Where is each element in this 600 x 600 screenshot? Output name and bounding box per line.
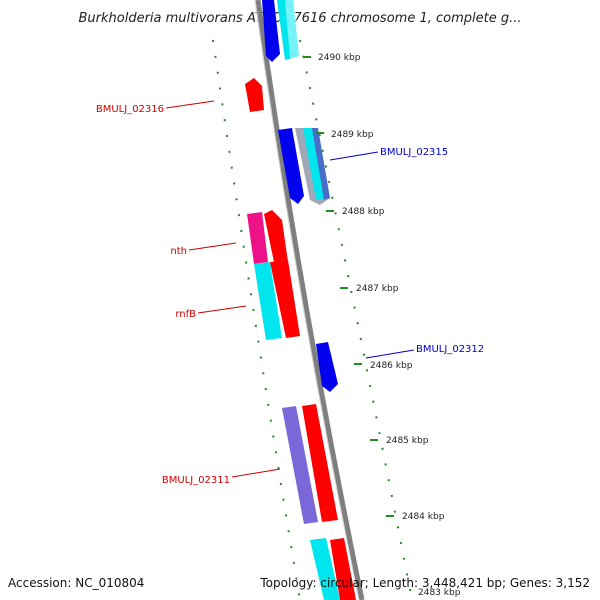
gene-feature[interactable]: [245, 78, 264, 112]
gene-feature[interactable]: [270, 260, 300, 338]
gene-feature[interactable]: [278, 128, 304, 204]
gene-feature[interactable]: [254, 262, 282, 340]
gene-labels: BMULJ_02316 BMULJ_02315 nth rnfB BMULJ_0…: [96, 100, 484, 486]
leader-line: [197, 305, 247, 314]
gene-feature[interactable]: [247, 212, 268, 264]
leader-line: [165, 100, 215, 109]
leader-line: [231, 468, 281, 478]
gene-label-bmulj-02316[interactable]: BMULJ_02316: [96, 104, 164, 115]
tick-label: 2490 kbp: [318, 53, 361, 63]
gene-feature[interactable]: [262, 0, 280, 62]
tick-label: 2486 kbp: [370, 361, 413, 371]
gene-feature[interactable]: [285, 0, 300, 58]
tick-label: 2487 kbp: [356, 284, 399, 294]
backbone-highlight: [254, 0, 360, 600]
map-title: Burkholderia multivorans ATCC 17616 chro…: [79, 11, 522, 26]
leader-line: [329, 151, 379, 161]
gene-label-bmulj-02312[interactable]: BMULJ_02312: [416, 344, 484, 355]
gene-label-bmulj-02315[interactable]: BMULJ_02315: [380, 147, 448, 158]
coordinate-ticks: 2490 kbp 2489 kbp 2488 kbp 2487 kbp 2486…: [303, 53, 461, 598]
tick-label: 2484 kbp: [402, 512, 445, 522]
gene-label-rnfb[interactable]: rnfB: [175, 309, 196, 320]
tick-label: 2488 kbp: [342, 207, 385, 217]
outer-guide-ring: [299, 39, 413, 600]
chromosome-backbone: [255, 0, 365, 600]
leader-line: [365, 349, 415, 359]
inner-guide-ring: [212, 39, 301, 600]
tick-label: 2485 kbp: [386, 436, 429, 446]
gene-feature[interactable]: [316, 342, 338, 392]
accession-label: Accession: NC_010804: [8, 576, 144, 590]
topology-label: Topology: circular; Length: 3,448,421 bp…: [259, 576, 590, 590]
tick-label: 2489 kbp: [331, 130, 374, 140]
gene-feature[interactable]: [264, 210, 288, 262]
gene-feature[interactable]: [312, 128, 330, 200]
gene-label-bmulj-02311[interactable]: BMULJ_02311: [162, 475, 230, 486]
gene-feature[interactable]: [302, 404, 338, 522]
tick-label: 2483 kbp: [418, 588, 461, 598]
gene-feature[interactable]: [310, 538, 340, 600]
gene-label-nth[interactable]: nth: [170, 246, 187, 257]
gene-feature[interactable]: [330, 538, 356, 600]
genes-forward-track: [270, 0, 356, 600]
gene-feature[interactable]: [303, 128, 326, 200]
genes-reverse-track: [245, 0, 340, 600]
leader-line: [188, 242, 237, 251]
gene-feature[interactable]: [282, 406, 318, 524]
